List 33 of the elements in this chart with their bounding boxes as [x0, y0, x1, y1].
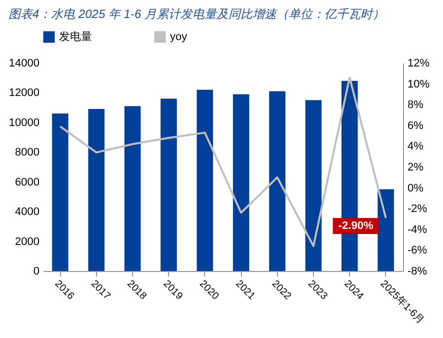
y2-tick-label: 12% — [408, 58, 430, 70]
line-series — [59, 76, 387, 248]
bar — [269, 91, 286, 271]
bar — [305, 100, 322, 271]
y-tick-label: 12000 — [8, 87, 40, 100]
bar — [378, 189, 394, 271]
y2-tick-label: 4% — [408, 140, 424, 153]
chart-title: 图表4：水电 2025 年 1-6 月累计发电量及同比增速（单位：亿千瓦时） — [8, 7, 384, 21]
y2-tick-label: -8% — [408, 266, 428, 278]
legend-label: yoy — [170, 31, 188, 43]
y-tick-label: 6000 — [15, 176, 40, 188]
y2-tick-label: -4% — [408, 224, 428, 236]
bar — [88, 109, 105, 271]
y2-tick-label: 0% — [408, 182, 424, 194]
y-tick-label: 4000 — [15, 206, 40, 218]
y2-tick-label: 8% — [408, 99, 424, 112]
bar — [52, 114, 68, 271]
bar — [232, 94, 250, 271]
y2-tick-label: -6% — [408, 244, 428, 257]
data-label: -2.90% — [338, 220, 374, 232]
bar — [196, 90, 214, 271]
y-tick-label: 8000 — [15, 146, 40, 159]
y2-tick-label: 10% — [408, 78, 430, 90]
y2-tick-label: -2% — [408, 203, 428, 216]
legend-label: 发电量 — [59, 30, 92, 43]
bar — [160, 98, 177, 271]
y-tick-label: 0 — [33, 266, 40, 278]
bar — [124, 106, 141, 271]
y-tick-label: 10000 — [8, 116, 40, 129]
y-tick-label: 14000 — [8, 58, 40, 70]
y-tick-label: 2000 — [15, 236, 40, 248]
y2-tick-label: 6% — [408, 120, 424, 132]
y2-tick-label: 2% — [408, 162, 424, 174]
